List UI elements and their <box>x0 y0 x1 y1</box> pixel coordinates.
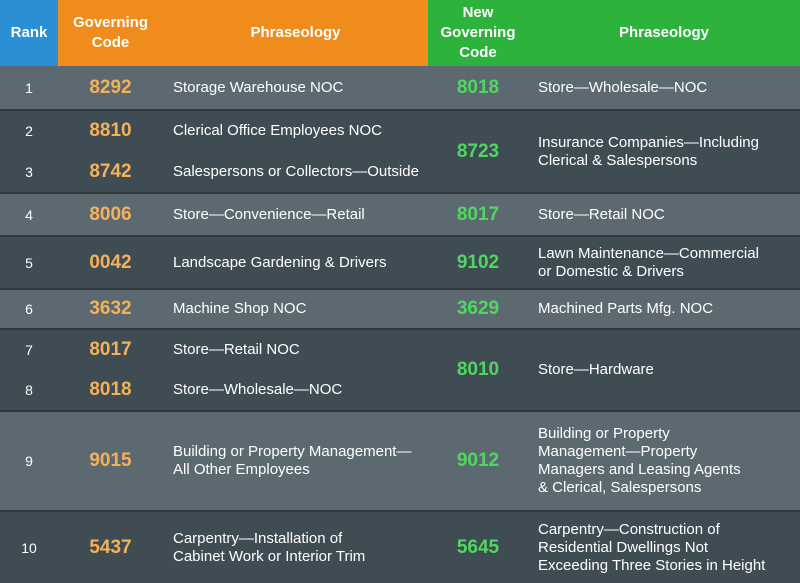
table-row: 7 8017 Store—Retail NOC 8010 Store—Hardw… <box>0 328 800 411</box>
governing-code-cell: 8742 <box>58 151 163 193</box>
new-phraseology-cell: Building or Property Management—Property… <box>528 410 800 511</box>
header-rank: Rank <box>0 0 58 66</box>
rank-cell: 9 <box>0 410 58 511</box>
governing-code-cell: 8292 <box>58 66 163 110</box>
governing-code-cell: 3632 <box>58 288 163 329</box>
rank-cell: 2 <box>0 109 58 151</box>
table-row: 1 8292 Storage Warehouse NOC 8018 Store—… <box>0 66 800 110</box>
new-phraseology-cell: Store—Hardware <box>528 328 800 411</box>
rank-cell: 7 <box>0 328 58 369</box>
header-new-governing-code: New Governing Code <box>428 0 528 66</box>
rank-cell: 3 <box>0 151 58 193</box>
table-row: 2 8810 Clerical Office Employees NOC 872… <box>0 109 800 193</box>
table-row: 3 8742 Salespersons or Collectors—Outsid… <box>0 151 800 193</box>
governing-code-cell: 9015 <box>58 410 163 511</box>
phraseology-cell: Store—Retail NOC <box>163 328 428 369</box>
phraseology-cell: Salespersons or Collectors—Outside <box>163 151 428 193</box>
new-governing-code-cell: 8010 <box>428 328 528 411</box>
new-governing-code-cell: 9102 <box>428 235 528 289</box>
phraseology-cell: Landscape Gardening & Drivers <box>163 235 428 289</box>
new-phraseology-cell: Store—Retail NOC <box>528 192 800 236</box>
new-governing-code-cell: 9012 <box>428 410 528 511</box>
phraseology-cell: Building or Property Management— All Oth… <box>163 410 428 511</box>
governing-code-cell: 8017 <box>58 328 163 369</box>
new-governing-code-cell: 3629 <box>428 288 528 329</box>
phraseology-cell: Carpentry—Installation of Cabinet Work o… <box>163 510 428 583</box>
phraseology-cell: Store—Convenience—Retail <box>163 192 428 236</box>
table-row: 8 8018 Store—Wholesale—NOC <box>0 369 800 411</box>
new-governing-code-cell: 8018 <box>428 66 528 110</box>
new-phraseology-cell: Carpentry—Construction of Residential Dw… <box>528 510 800 583</box>
governing-code-cell: 5437 <box>58 510 163 583</box>
new-phraseology-cell: Insurance Companies—Including Clerical &… <box>528 109 800 193</box>
governing-code-cell: 0042 <box>58 235 163 289</box>
governing-code-cell: 8810 <box>58 109 163 151</box>
rank-cell: 8 <box>0 369 58 411</box>
governing-code-cell: 8018 <box>58 369 163 411</box>
new-phraseology-cell: Store—Wholesale—NOC <box>528 66 800 110</box>
phraseology-cell: Storage Warehouse NOC <box>163 66 428 110</box>
new-phraseology-cell: Machined Parts Mfg. NOC <box>528 288 800 329</box>
table-row: 10 5437 Carpentry—Installation of Cabine… <box>0 510 800 583</box>
new-governing-code-cell: 5645 <box>428 510 528 583</box>
table-row: 6 3632 Machine Shop NOC 3629 Machined Pa… <box>0 288 800 329</box>
new-phraseology-cell: Lawn Maintenance—Commercial or Domestic … <box>528 235 800 289</box>
table-row: 9 9015 Building or Property Management— … <box>0 410 800 511</box>
new-governing-code-cell: 8723 <box>428 109 528 193</box>
rank-cell: 10 <box>0 510 58 583</box>
table-row: 4 8006 Store—Convenience—Retail 8017 Sto… <box>0 192 800 236</box>
rank-cell: 4 <box>0 192 58 236</box>
phraseology-cell: Clerical Office Employees NOC <box>163 109 428 151</box>
phraseology-cell: Machine Shop NOC <box>163 288 428 329</box>
rank-cell: 6 <box>0 288 58 329</box>
header-row: Rank Governing Code Phraseology New Gove… <box>0 0 800 66</box>
rank-cell: 1 <box>0 66 58 110</box>
phraseology-cell: Store—Wholesale—NOC <box>163 369 428 411</box>
header-governing-code: Governing Code <box>58 0 163 66</box>
header-new-phraseology: Phraseology <box>528 0 800 66</box>
governing-code-cell: 8006 <box>58 192 163 236</box>
header-phraseology: Phraseology <box>163 0 428 66</box>
new-governing-code-cell: 8017 <box>428 192 528 236</box>
rank-cell: 5 <box>0 235 58 289</box>
table-row: 5 0042 Landscape Gardening & Drivers 910… <box>0 235 800 289</box>
